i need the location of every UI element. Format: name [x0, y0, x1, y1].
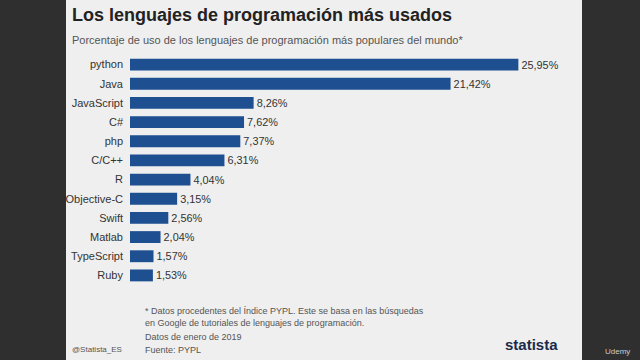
- svg-text:21,42%: 21,42%: [454, 78, 491, 90]
- svg-text:7,37%: 7,37%: [243, 135, 274, 147]
- svg-text:R: R: [115, 173, 123, 185]
- svg-text:php: php: [105, 135, 123, 147]
- svg-text:* Datos procedentes del Índice: * Datos procedentes del Índice PYPL. Est…: [145, 306, 424, 328]
- svg-text:Fuente: PYPL: Fuente: PYPL: [145, 345, 201, 355]
- svg-text:Udemy: Udemy: [605, 347, 630, 356]
- svg-text:2,56%: 2,56%: [171, 212, 202, 224]
- svg-text:Ruby: Ruby: [97, 269, 123, 281]
- svg-text:TypeScript: TypeScript: [71, 250, 123, 262]
- svg-text:1,57%: 1,57%: [157, 250, 188, 262]
- svg-text:python: python: [90, 58, 123, 70]
- svg-text:@Statista_ES: @Statista_ES: [72, 345, 122, 354]
- svg-text:Porcentaje de uso de los lengu: Porcentaje de uso de los lenguajes de pr…: [72, 34, 463, 46]
- svg-text:25,95%: 25,95%: [521, 59, 558, 71]
- svg-text:4,04%: 4,04%: [193, 174, 224, 186]
- svg-text:7,62%: 7,62%: [247, 116, 278, 128]
- svg-text:Los lenguajes de programación: Los lenguajes de programación más usados: [72, 5, 452, 25]
- svg-text:JavaScript: JavaScript: [72, 97, 123, 109]
- svg-text:statista: statista: [505, 336, 558, 353]
- svg-text:2,04%: 2,04%: [164, 231, 195, 243]
- svg-text:Swift: Swift: [99, 212, 123, 224]
- svg-text:1,53%: 1,53%: [156, 269, 187, 281]
- svg-text:C#: C#: [109, 116, 124, 128]
- svg-text:Objective-C: Objective-C: [66, 193, 124, 205]
- svg-text:3,15%: 3,15%: [180, 193, 211, 205]
- svg-text:Java: Java: [100, 78, 124, 90]
- svg-text:8,26%: 8,26%: [257, 97, 288, 109]
- svg-text:Matlab: Matlab: [90, 231, 123, 243]
- svg-text:C/C++: C/C++: [91, 154, 123, 166]
- svg-text:6,31%: 6,31%: [227, 154, 258, 166]
- svg-text:Datos de enero de 2019: Datos de enero de 2019: [145, 332, 242, 342]
